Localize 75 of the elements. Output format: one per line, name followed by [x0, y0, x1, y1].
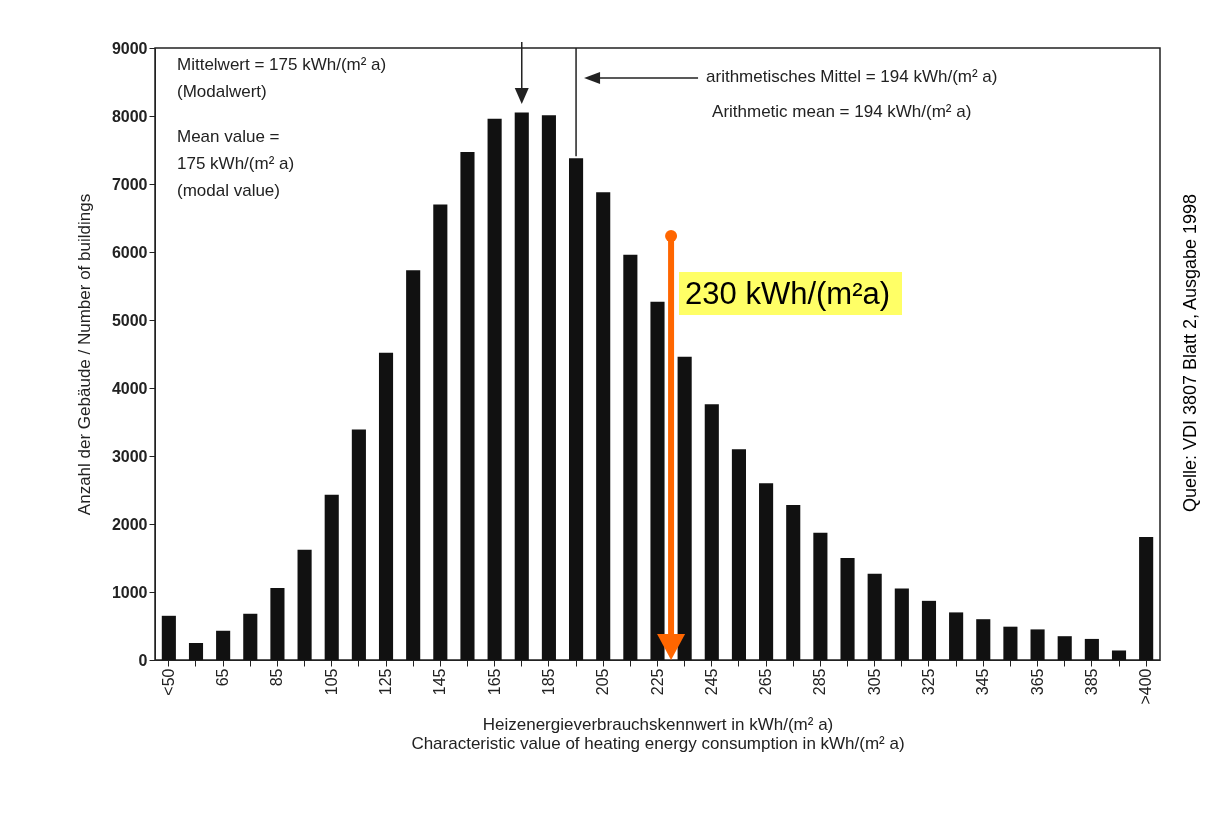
bar — [243, 613, 258, 660]
bar — [216, 630, 231, 660]
y-tick-label: 5000 — [111, 311, 148, 329]
x-tick-label: 365 — [1028, 668, 1046, 696]
bar — [1111, 650, 1127, 660]
bar — [1084, 638, 1099, 660]
bar — [324, 494, 339, 660]
x-tick-label: 125 — [377, 668, 395, 696]
bar — [894, 588, 909, 660]
bar — [1003, 626, 1018, 660]
annotation: (modal value) — [177, 181, 280, 200]
bar — [1139, 536, 1154, 660]
bar — [1030, 629, 1045, 660]
bar — [867, 573, 882, 660]
bar — [976, 619, 991, 660]
bar — [161, 615, 176, 660]
annotation: Mittelwert = 175 kWh/(m² a) — [177, 55, 387, 74]
source-note: Quelle: VDI 3807 Blatt 2, Ausgabe 1998 — [1180, 193, 1200, 513]
x-tick-label: >400 — [1137, 668, 1155, 705]
bar — [949, 612, 964, 660]
bar — [623, 254, 638, 660]
y-tick-label: 7000 — [111, 175, 148, 193]
x-tick-label: <50 — [159, 668, 177, 696]
bar — [514, 112, 529, 660]
bar — [786, 504, 801, 660]
bar — [704, 404, 719, 660]
bar — [921, 600, 937, 660]
x-tick-label: 245 — [702, 668, 720, 696]
bar — [378, 352, 394, 660]
x-tick-label: 205 — [594, 668, 612, 696]
annotation: arithmetisches Mittel = 194 kWh/(m² a) — [706, 67, 998, 86]
x-tick-label: 325 — [919, 668, 937, 696]
bar — [840, 558, 855, 660]
bar — [569, 158, 584, 660]
y-tick-label: 6000 — [111, 243, 148, 261]
bar — [596, 192, 611, 660]
y-tick-label: 1000 — [111, 583, 148, 601]
x-tick-label: 265 — [757, 668, 775, 696]
x-tick-label: 285 — [811, 668, 829, 696]
x-tick-label: 145 — [431, 668, 449, 696]
bar — [541, 115, 556, 660]
x-tick-label: 385 — [1082, 668, 1100, 696]
bar — [759, 483, 774, 660]
x-tick-label: 345 — [974, 668, 992, 696]
bar — [1057, 636, 1072, 660]
bar — [270, 587, 285, 660]
y-tick-label: 0 — [138, 651, 148, 669]
annotation: Mean value = — [177, 127, 280, 146]
x-tick-label: 165 — [485, 668, 503, 696]
bar — [433, 204, 448, 660]
y-tick-label: 4000 — [111, 379, 148, 397]
bar — [351, 429, 366, 660]
annotation: 230 kWh/(m²a) — [679, 272, 903, 315]
bar — [487, 118, 502, 660]
y-tick-label: 2000 — [111, 515, 148, 533]
y-tick-label: 3000 — [111, 447, 148, 465]
bar — [406, 270, 421, 660]
annotation: 175 kWh/(m² a) — [177, 154, 295, 173]
annotation: (Modalwert) — [177, 82, 267, 101]
x-tick-label: 85 — [268, 668, 286, 687]
x-axis-title: Heizenergieverbrauchskennwert in kWh/(m² a) Characteristic value of heating energy consumption in kWh/(m² a) — [411, 714, 905, 753]
annotation: Arithmetic mean = 194 kWh/(m² a) — [712, 102, 972, 121]
bar — [813, 532, 828, 660]
bar — [297, 549, 312, 660]
x-tick-label: 305 — [865, 668, 883, 696]
bar — [731, 449, 746, 660]
bar — [188, 643, 204, 660]
y-tick-label: 9000 — [111, 39, 148, 57]
x-tick-label: 65 — [214, 668, 232, 687]
x-tick-label: 105 — [322, 668, 340, 696]
x-tick-label: 185 — [539, 668, 557, 696]
y-tick-label: 8000 — [111, 107, 148, 125]
bar — [460, 152, 475, 660]
y-axis-title: Anzahl der Gebäude / Number of buildings — [74, 193, 94, 516]
x-tick-label: 225 — [648, 668, 666, 696]
